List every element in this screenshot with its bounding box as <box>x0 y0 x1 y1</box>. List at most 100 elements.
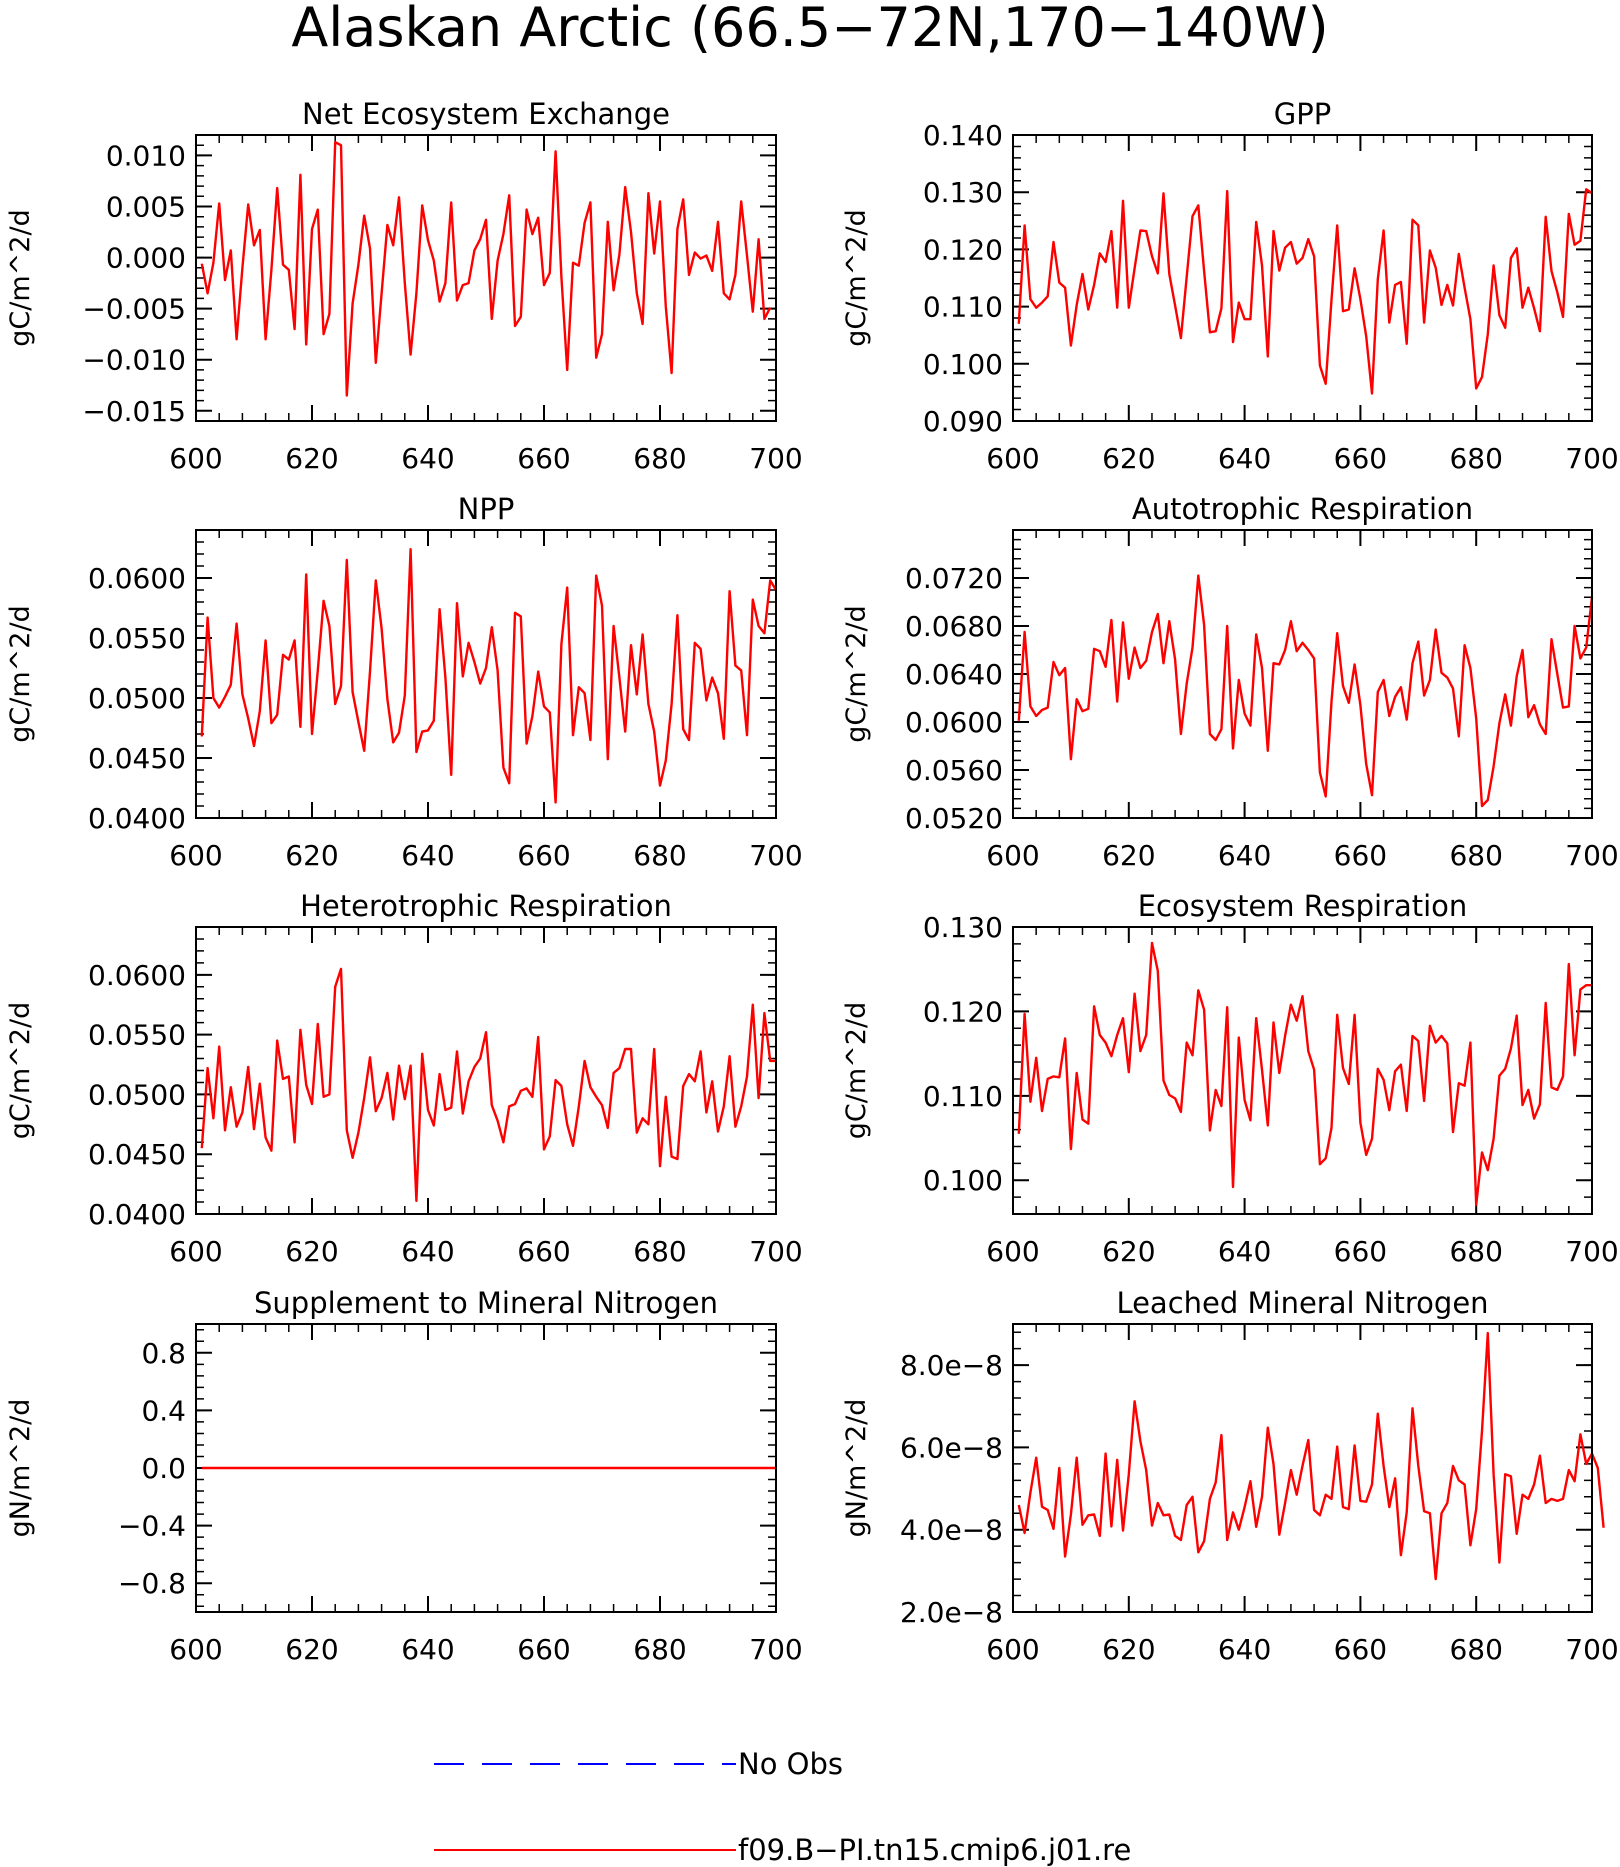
legend-label-no-obs: No Obs <box>738 1747 843 1781</box>
minor-ticks <box>195 529 777 819</box>
x-tick-label: 620 <box>285 1235 338 1268</box>
x-tick-label: 620 <box>1102 1633 1155 1666</box>
plot-frame <box>195 1323 777 1613</box>
x-tick-label: 640 <box>401 839 454 872</box>
series-line <box>200 967 776 1203</box>
plot-frame <box>1012 926 1593 1215</box>
x-tick-label: 660 <box>1334 839 1387 872</box>
panel-title: Leached Mineral Nitrogen <box>1116 1286 1488 1320</box>
panels: 600 620 640 660 680 700−0.015−0.010−0.0050.00… <box>5 97 1619 1666</box>
plot-frame <box>195 134 777 422</box>
y-tick-label: 0.0600 <box>88 959 186 992</box>
y-tick-label: 0.120 <box>923 233 1003 266</box>
panel-title: Net Ecosystem Exchange <box>302 97 670 131</box>
x-tick-label: 660 <box>1334 1235 1387 1268</box>
minor-ticks <box>195 134 777 422</box>
x-tick-label: 640 <box>401 442 454 475</box>
x-tick-label: 620 <box>1102 1235 1155 1268</box>
y-axis-label: gC/m^2/d <box>841 1002 872 1139</box>
x-tick-label: 700 <box>1565 442 1618 475</box>
panel-title: GPP <box>1274 97 1331 131</box>
y-tick-label: 0.0500 <box>88 1078 186 1111</box>
main-title: Alaskan Arctic (66.5−72N,170−140W) <box>291 0 1328 59</box>
x-tick-label: 620 <box>1102 442 1155 475</box>
y-axis-label: gC/m^2/d <box>5 1002 36 1139</box>
y-tick-label: 0.0450 <box>88 1138 186 1171</box>
y-tick-label: 0.0720 <box>905 562 1003 595</box>
x-tick-label: 600 <box>169 1235 222 1268</box>
y-tick-label: 0.005 <box>106 191 186 224</box>
y-axis-label: gC/m^2/d <box>5 209 36 346</box>
y-tick-label: 6.0e−8 <box>900 1431 1003 1464</box>
major-ticks <box>1012 134 1593 422</box>
y-tick-label: −0.010 <box>82 344 186 377</box>
x-tick-label: 600 <box>169 1633 222 1666</box>
x-tick-label: 600 <box>169 839 222 872</box>
panel-heterotrophic-respiration: 600 620 640 660 680 700 0.0400 0.0450 0.0500 0.05… <box>5 889 803 1268</box>
panel-title: Supplement to Mineral Nitrogen <box>254 1286 718 1320</box>
x-tick-label: 700 <box>749 839 802 872</box>
y-tick-label: 0.0560 <box>905 754 1003 787</box>
x-tick-label: 680 <box>1449 442 1502 475</box>
x-tick-label: 620 <box>285 442 338 475</box>
y-tick-label: 4.0e−8 <box>900 1514 1003 1547</box>
x-tick-label: 700 <box>1565 1235 1618 1268</box>
minor-ticks <box>195 926 777 1215</box>
y-tick-label: 0.0400 <box>88 1198 186 1231</box>
x-tick-label: 640 <box>1218 1633 1271 1666</box>
x-tick-label: 660 <box>1334 1633 1387 1666</box>
panel-ecosystem-respiration: 600 620 640 660 680 700 0.100 0.110 0.120 0.130 gC… <box>841 889 1619 1268</box>
panel-net-ecosystem-exchange: 600 620 640 660 680 700 −0.015 −0.010 −0.005 0.00… <box>5 97 803 475</box>
plot-frame <box>195 926 777 1215</box>
series-line <box>1017 941 1592 1206</box>
panel-supplement-to-mineral-nitrogen: 600 620 640 660 680 700 −0.8 −0.4 0.0 0.4 0.8 gN/m^… <box>5 1286 803 1666</box>
y-tick-label: 0.0600 <box>905 706 1003 739</box>
y-tick-label: 0.0680 <box>905 610 1003 643</box>
x-tick-label: 640 <box>1218 1235 1271 1268</box>
x-tick-label: 680 <box>633 1235 686 1268</box>
x-tick-label: 700 <box>1565 839 1618 872</box>
series-line <box>200 140 772 397</box>
y-tick-label: 0.0500 <box>88 682 186 715</box>
panel-title: Heterotrophic Respiration <box>300 889 672 923</box>
y-tick-label: 0.100 <box>923 1164 1003 1197</box>
y-tick-label: 0.4 <box>141 1394 186 1427</box>
x-tick-label: 700 <box>749 1235 802 1268</box>
major-ticks <box>195 135 777 421</box>
y-tick-label: 0.090 <box>923 405 1003 438</box>
y-tick-label: 0.130 <box>923 911 1003 944</box>
x-tick-label: 640 <box>401 1633 454 1666</box>
y-axis-label: gC/m^2/d <box>5 605 36 742</box>
panel-autotrophic-respiration: 600 620 640 660 680 700 0.0520 0.0560 0.0600 0.06… <box>841 492 1619 872</box>
x-tick-label: 660 <box>517 839 570 872</box>
x-tick-label: 680 <box>1449 839 1502 872</box>
y-tick-label: 0.0550 <box>88 1019 186 1052</box>
x-tick-label: 600 <box>986 1633 1039 1666</box>
x-tick-label: 680 <box>1449 1633 1502 1666</box>
x-tick-label: 700 <box>1565 1633 1618 1666</box>
y-tick-label: −0.015 <box>82 395 186 428</box>
y-axis-label: gN/m^2/d <box>5 1399 36 1538</box>
y-tick-label: 0.0520 <box>905 802 1003 835</box>
y-tick-label: 0.0600 <box>88 562 186 595</box>
x-tick-label: 620 <box>1102 839 1155 872</box>
y-tick-label: 0.0400 <box>88 802 186 835</box>
y-tick-label: −0.8 <box>118 1567 186 1600</box>
x-tick-label: 680 <box>1449 1235 1502 1268</box>
panel-title: Ecosystem Respiration <box>1138 889 1468 923</box>
y-tick-label: 0.000 <box>106 242 186 275</box>
x-tick-label: 640 <box>1218 442 1271 475</box>
major-ticks <box>195 927 777 1215</box>
plot-frame <box>1012 134 1593 422</box>
x-tick-label: 680 <box>633 839 686 872</box>
x-tick-label: 700 <box>749 1633 802 1666</box>
major-ticks <box>1012 530 1593 819</box>
series-line <box>1017 1331 1605 1581</box>
y-tick-label: 0.140 <box>923 119 1003 152</box>
panel-title: NPP <box>458 492 515 526</box>
x-tick-label: 680 <box>633 442 686 475</box>
y-axis-label: gC/m^2/d <box>841 605 872 742</box>
y-tick-label: 0.130 <box>923 176 1003 209</box>
panel-npp: 600 620 640 660 680 700 0.0400 0.0450 0.0500 0.05… <box>5 492 803 872</box>
